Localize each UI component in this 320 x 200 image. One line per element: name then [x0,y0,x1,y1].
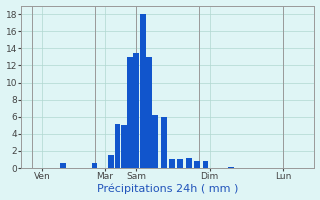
Bar [115,124,121,168]
Bar [186,158,192,168]
Bar [146,57,152,168]
Bar [140,14,146,168]
Bar [178,159,183,168]
Bar [169,159,175,168]
X-axis label: Précipitations 24h ( mm ): Précipitations 24h ( mm ) [97,184,238,194]
Bar [127,57,133,168]
Bar [194,161,200,168]
Bar [60,163,66,168]
Bar [203,161,208,168]
Bar [228,167,234,168]
Bar [92,163,98,168]
Bar [152,115,158,168]
Bar [121,125,127,168]
Bar [161,117,167,168]
Bar [133,53,139,168]
Bar [108,155,114,168]
